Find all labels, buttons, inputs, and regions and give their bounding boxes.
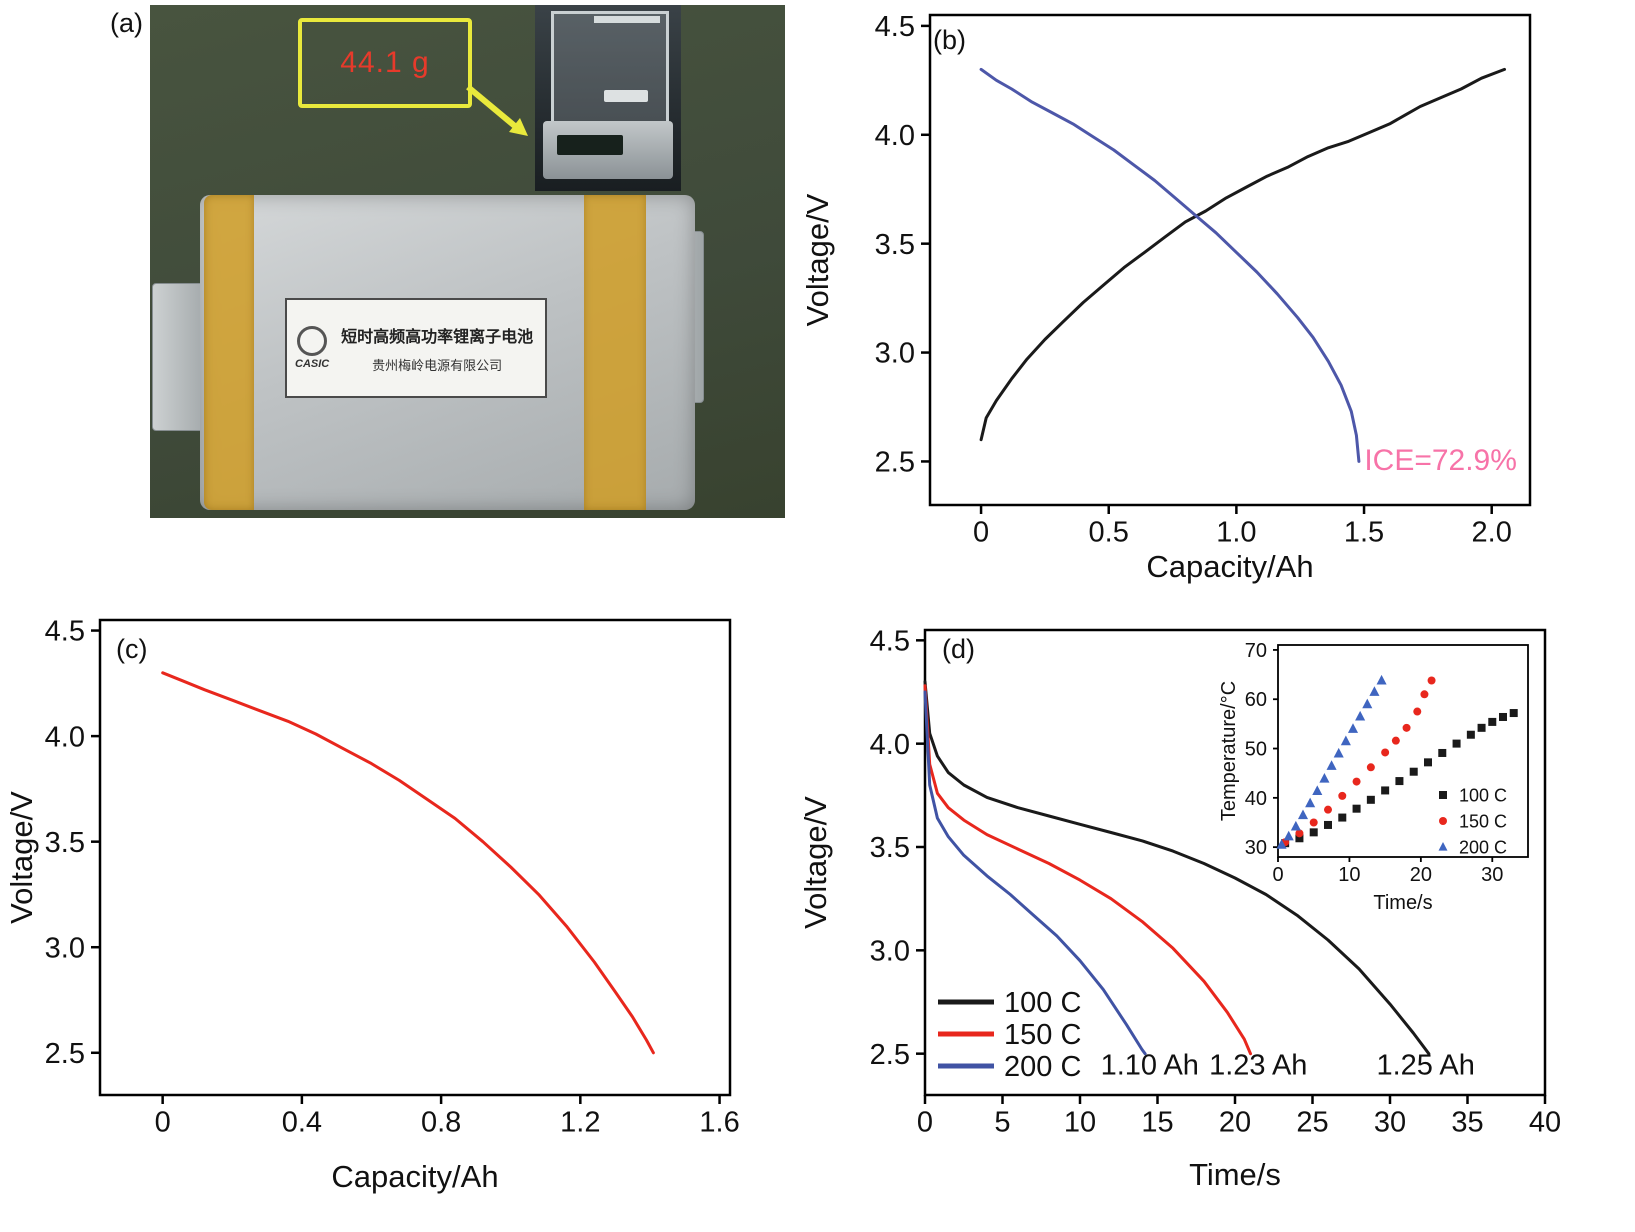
svg-text:Time/s: Time/s — [1373, 892, 1432, 914]
svg-text:4.5: 4.5 — [870, 625, 910, 657]
svg-text:4.5: 4.5 — [875, 11, 915, 43]
svg-text:Voltage/V: Voltage/V — [800, 193, 835, 326]
panel-a-label: (a) — [110, 8, 143, 38]
svg-text:60: 60 — [1245, 689, 1267, 711]
svg-text:Time/s: Time/s — [1189, 1157, 1281, 1192]
svg-text:200 C: 200 C — [1004, 1051, 1081, 1083]
casic-logo-text: CASIC — [295, 358, 330, 370]
balance-lid — [594, 16, 660, 23]
svg-text:4.0: 4.0 — [870, 729, 910, 761]
battery-label-text: 短时高频高功率锂离子电池 贵州梅岭电源有限公司 — [337, 323, 537, 374]
svg-text:3.5: 3.5 — [875, 229, 915, 261]
weight-callout: 44.1 g — [298, 18, 472, 108]
svg-text:2.5: 2.5 — [870, 1039, 910, 1071]
svg-text:20: 20 — [1219, 1107, 1251, 1139]
svg-text:3.5: 3.5 — [870, 832, 910, 864]
balance-glass-chamber — [551, 11, 669, 129]
svg-text:1.2: 1.2 — [560, 1107, 600, 1139]
svg-text:10: 10 — [1338, 864, 1360, 886]
svg-text:1.10 Ah: 1.10 Ah — [1101, 1049, 1199, 1081]
balance-inset-photo — [535, 5, 681, 191]
svg-text:20: 20 — [1410, 864, 1432, 886]
kapton-tape-left — [204, 195, 254, 510]
weight-value: 44.1 g — [340, 46, 430, 79]
balance-display — [557, 135, 623, 155]
svg-text:0: 0 — [1272, 864, 1283, 886]
svg-text:30: 30 — [1374, 1107, 1406, 1139]
chart-d-rate-discharge-voltage-time-with-temperature-inset: 0 5 10 15 20 25 30 35 40 2.5 3.0 3.5 4.0 4.5 Time/s Vol… — [798, 625, 1561, 1192]
panel-c-label: (c) — [116, 634, 148, 664]
svg-text:100 C: 100 C — [1459, 785, 1507, 805]
svg-text:200 C: 200 C — [1459, 837, 1507, 857]
panel-d-label: (d) — [942, 634, 975, 664]
svg-text:Voltage/V: Voltage/V — [798, 796, 833, 929]
casic-logo: CASIC — [295, 326, 329, 370]
battery-label-line2: 贵州梅岭电源有限公司 — [372, 357, 503, 373]
svg-text:25: 25 — [1296, 1107, 1328, 1139]
svg-text:3.5: 3.5 — [45, 827, 85, 859]
svg-text:Capacity/Ah: Capacity/Ah — [1146, 549, 1313, 584]
chart-c-discharge-voltage-capacity: 0 0.4 0.8 1.2 1.6 2.5 3.0 3.5 4.0 4.5 Capacity/Ah V… — [4, 616, 740, 1194]
svg-text:Temperature/°C: Temperature/°C — [1218, 681, 1240, 821]
svg-text:0.4: 0.4 — [282, 1107, 322, 1139]
battery-photo: 44.1 g CASIC 短时高频高功率锂离子电池 贵州梅岭电源有限公司 — [150, 5, 785, 518]
svg-text:1.23 Ah: 1.23 Ah — [1209, 1049, 1307, 1081]
svg-text:0.8: 0.8 — [421, 1107, 461, 1139]
balance-base — [543, 121, 673, 179]
svg-text:0: 0 — [973, 517, 989, 549]
svg-text:100 C: 100 C — [1004, 987, 1081, 1019]
svg-text:3.0: 3.0 — [45, 932, 85, 964]
svg-text:2.0: 2.0 — [1472, 517, 1512, 549]
svg-text:Capacity/Ah: Capacity/Ah — [331, 1159, 498, 1194]
svg-text:35: 35 — [1451, 1107, 1483, 1139]
svg-text:1.25 Ah: 1.25 Ah — [1376, 1049, 1474, 1081]
battery-label-line1: 短时高频高功率锂离子电池 — [341, 328, 534, 346]
svg-text:70: 70 — [1245, 640, 1267, 662]
svg-text:50: 50 — [1245, 739, 1267, 761]
balance-pan — [604, 90, 648, 102]
svg-text:150 C: 150 C — [1459, 811, 1507, 831]
svg-text:10: 10 — [1064, 1107, 1096, 1139]
svg-text:150 C: 150 C — [1004, 1019, 1081, 1051]
svg-text:0: 0 — [917, 1107, 933, 1139]
svg-text:3.0: 3.0 — [875, 338, 915, 370]
svg-text:ICE=72.9%: ICE=72.9% — [1364, 444, 1517, 477]
kapton-tape-right — [584, 195, 646, 510]
svg-text:40: 40 — [1245, 788, 1267, 810]
svg-text:0.5: 0.5 — [1089, 517, 1129, 549]
svg-text:3.0: 3.0 — [870, 935, 910, 967]
chart-b-charge-discharge-voltage-capacity: 0 0.5 1.0 1.5 2.0 2.5 3.0 3.5 4.0 4.5 Capacity/Ah V… — [800, 11, 1532, 584]
svg-text:30: 30 — [1481, 864, 1503, 886]
panel-b-label: (b) — [933, 25, 966, 55]
battery-label: CASIC 短时高频高功率锂离子电池 贵州梅岭电源有限公司 — [285, 298, 547, 398]
svg-text:30: 30 — [1245, 837, 1267, 859]
svg-text:2.5: 2.5 — [45, 1038, 85, 1070]
svg-text:0: 0 — [155, 1107, 171, 1139]
svg-text:1.6: 1.6 — [699, 1107, 739, 1139]
svg-text:1.0: 1.0 — [1216, 517, 1256, 549]
svg-text:40: 40 — [1529, 1107, 1561, 1139]
casic-logo-ring — [297, 326, 328, 356]
battery-pouch: CASIC 短时高频高功率锂离子电池 贵州梅岭电源有限公司 — [200, 195, 695, 510]
svg-text:15: 15 — [1141, 1107, 1173, 1139]
svg-text:5: 5 — [994, 1107, 1010, 1139]
svg-text:2.5: 2.5 — [875, 447, 915, 479]
svg-text:1.5: 1.5 — [1344, 517, 1384, 549]
svg-text:4.5: 4.5 — [45, 616, 85, 648]
svg-text:Voltage/V: Voltage/V — [4, 791, 39, 924]
svg-text:4.0: 4.0 — [45, 721, 85, 753]
svg-text:4.0: 4.0 — [875, 120, 915, 152]
